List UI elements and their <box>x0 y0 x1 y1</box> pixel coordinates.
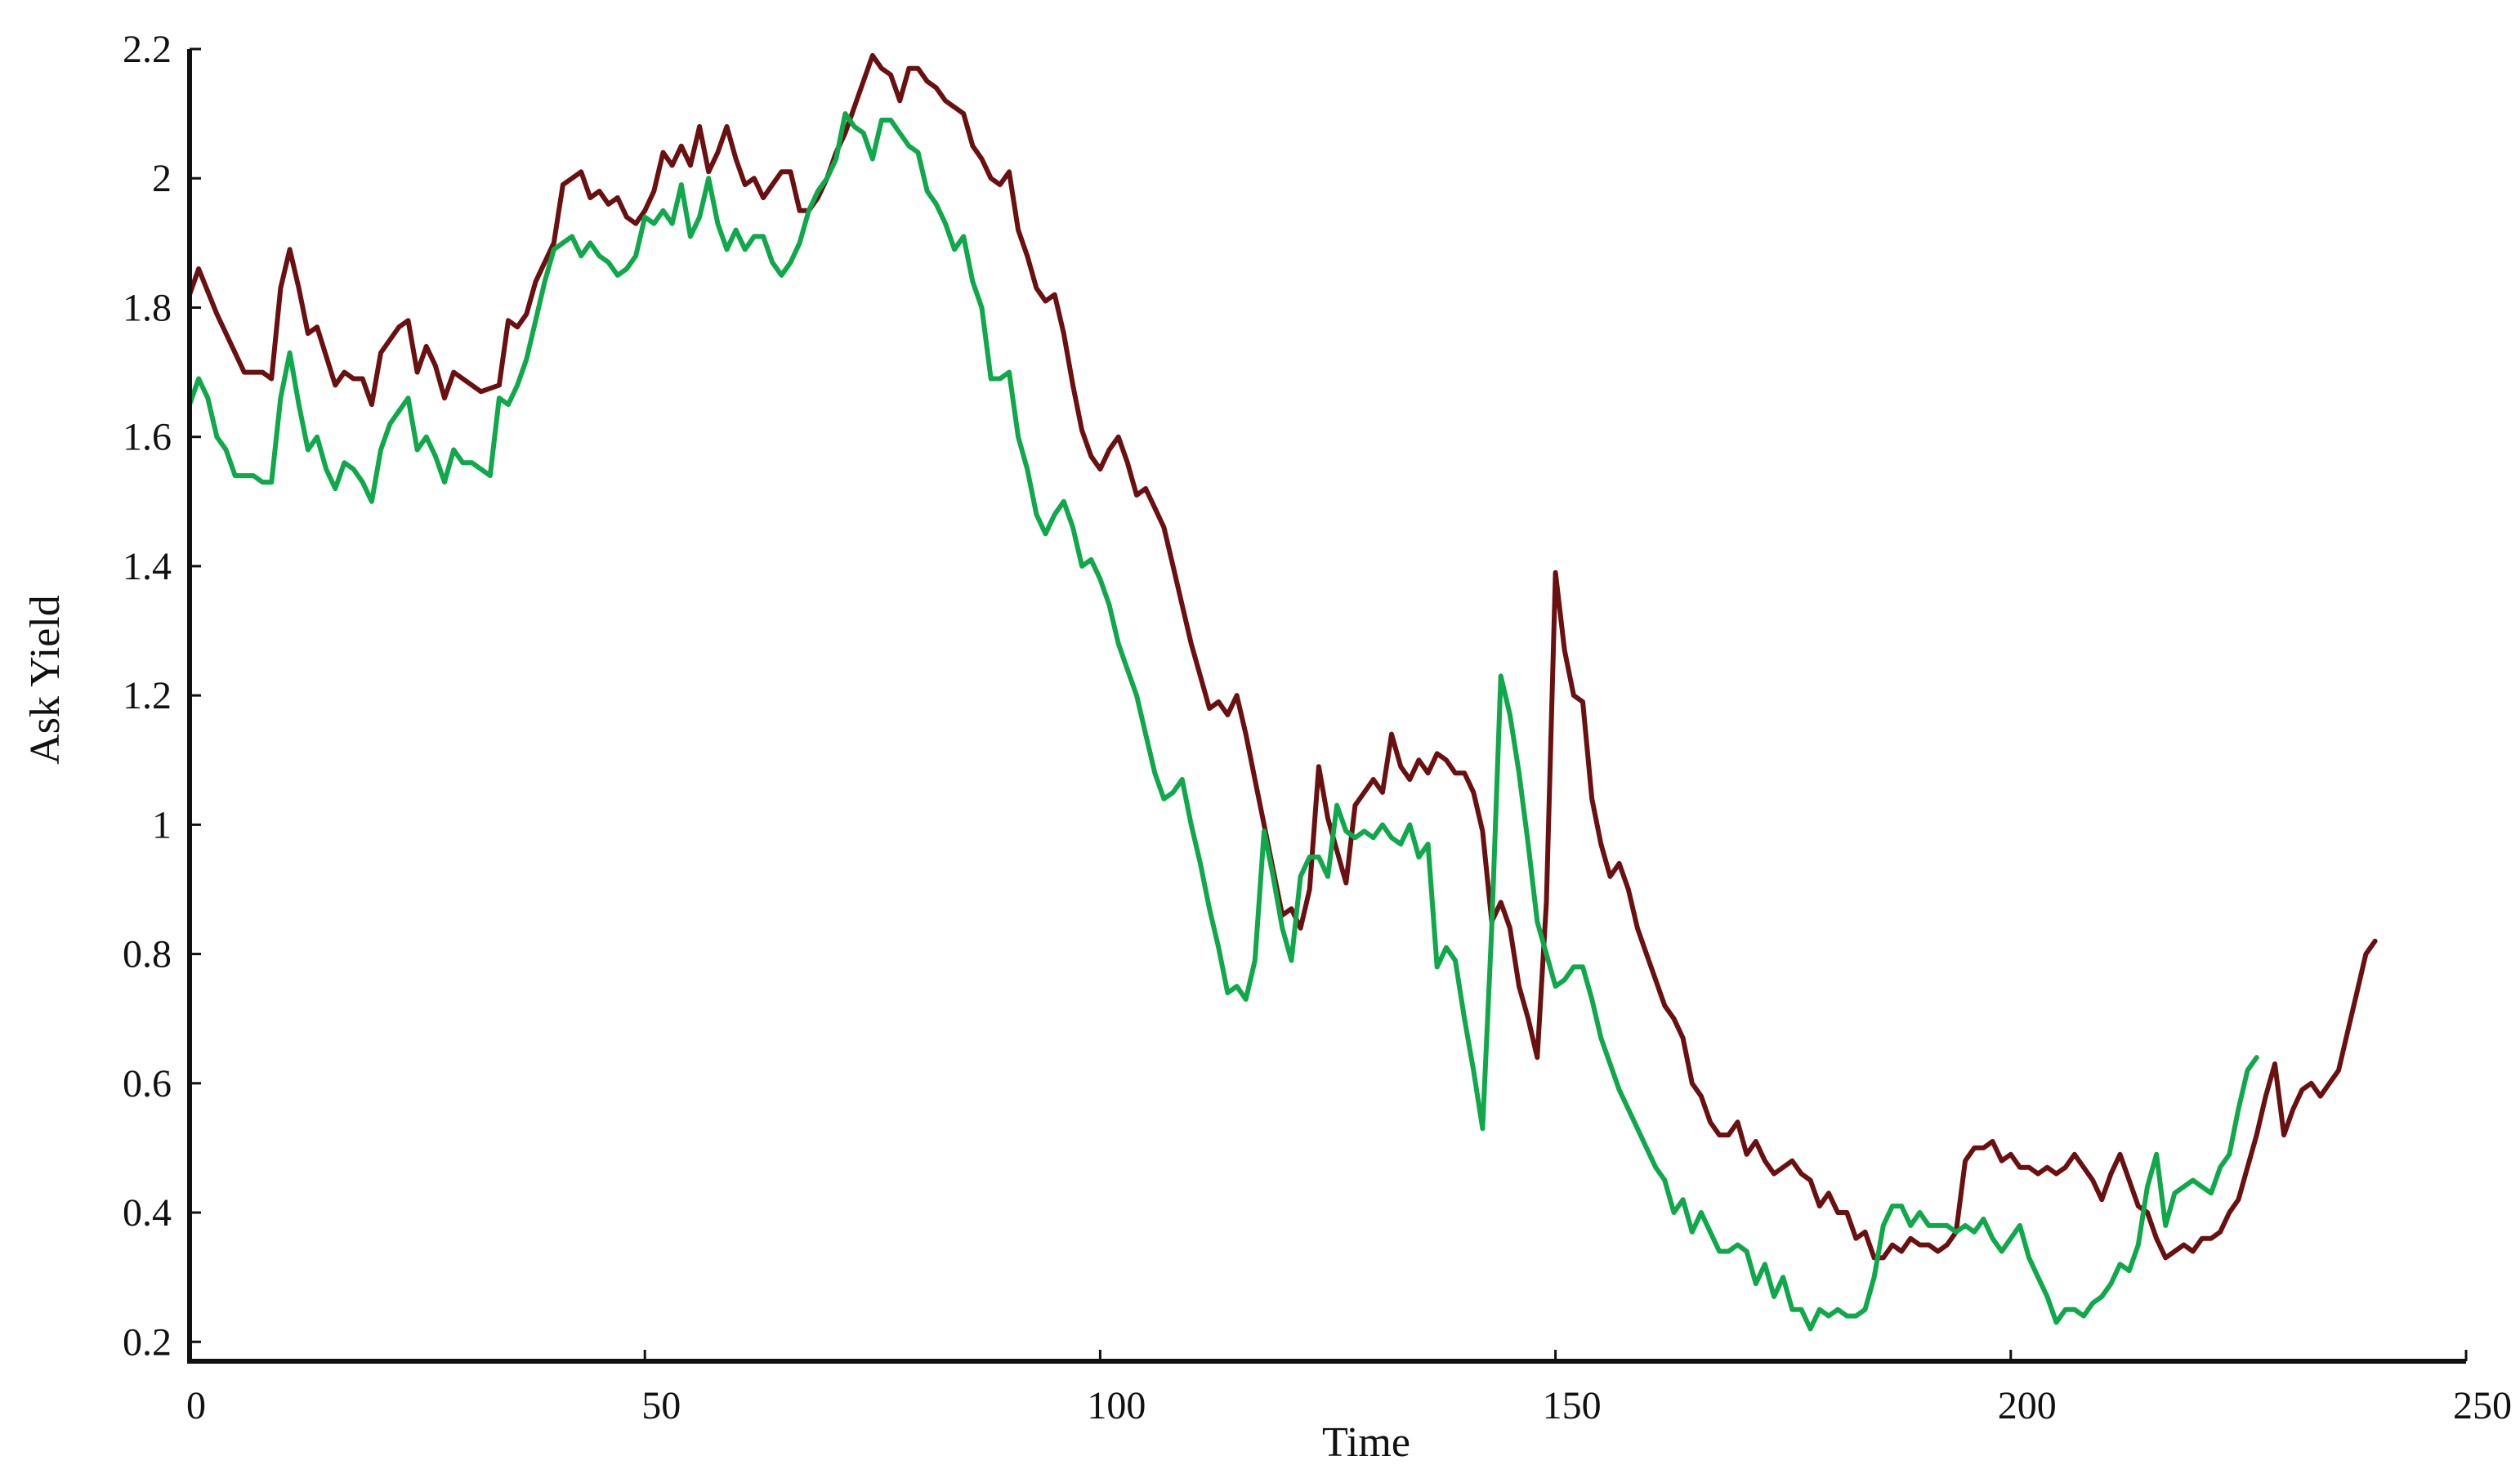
y-tick-label: 0.6 <box>123 1062 172 1105</box>
series-layer <box>187 52 2378 1332</box>
y-tick-label: 1.8 <box>123 286 172 329</box>
y-axis-title: Ask Yield <box>22 595 69 765</box>
y-tick-label: 2 <box>152 157 172 200</box>
y-tick-label: 0.2 <box>123 1320 172 1364</box>
x-tick-label: 250 <box>2453 1384 2512 1427</box>
y-tick-label: 1.6 <box>123 416 172 459</box>
y-tick-label: 0.4 <box>123 1191 172 1235</box>
x-axis-title: Time <box>1322 1419 1410 1465</box>
ticks-layer: 0 50 100 150 200 250 0.2 0.4 0.6 0.8 1 1.2 1.4 1.6 1.8… <box>123 28 2512 1427</box>
x-tick-label: 150 <box>1543 1384 1602 1427</box>
y-tick-label: 1.4 <box>123 545 172 588</box>
x-tick-label: 100 <box>1087 1384 1146 1427</box>
x-tick-label: 0 <box>186 1384 206 1427</box>
series-line-green <box>187 111 2259 1332</box>
axes-layer <box>187 49 2466 1364</box>
x-tick-label: 200 <box>1998 1384 2057 1427</box>
y-tick-label: 1.2 <box>123 674 172 717</box>
series-line-dark-red <box>187 52 2378 1261</box>
y-tick-label: 0.8 <box>123 933 172 976</box>
y-tick-label: 2.2 <box>123 28 172 71</box>
x-tick-label: 50 <box>641 1384 681 1427</box>
y-tick-label: 1 <box>152 803 172 846</box>
